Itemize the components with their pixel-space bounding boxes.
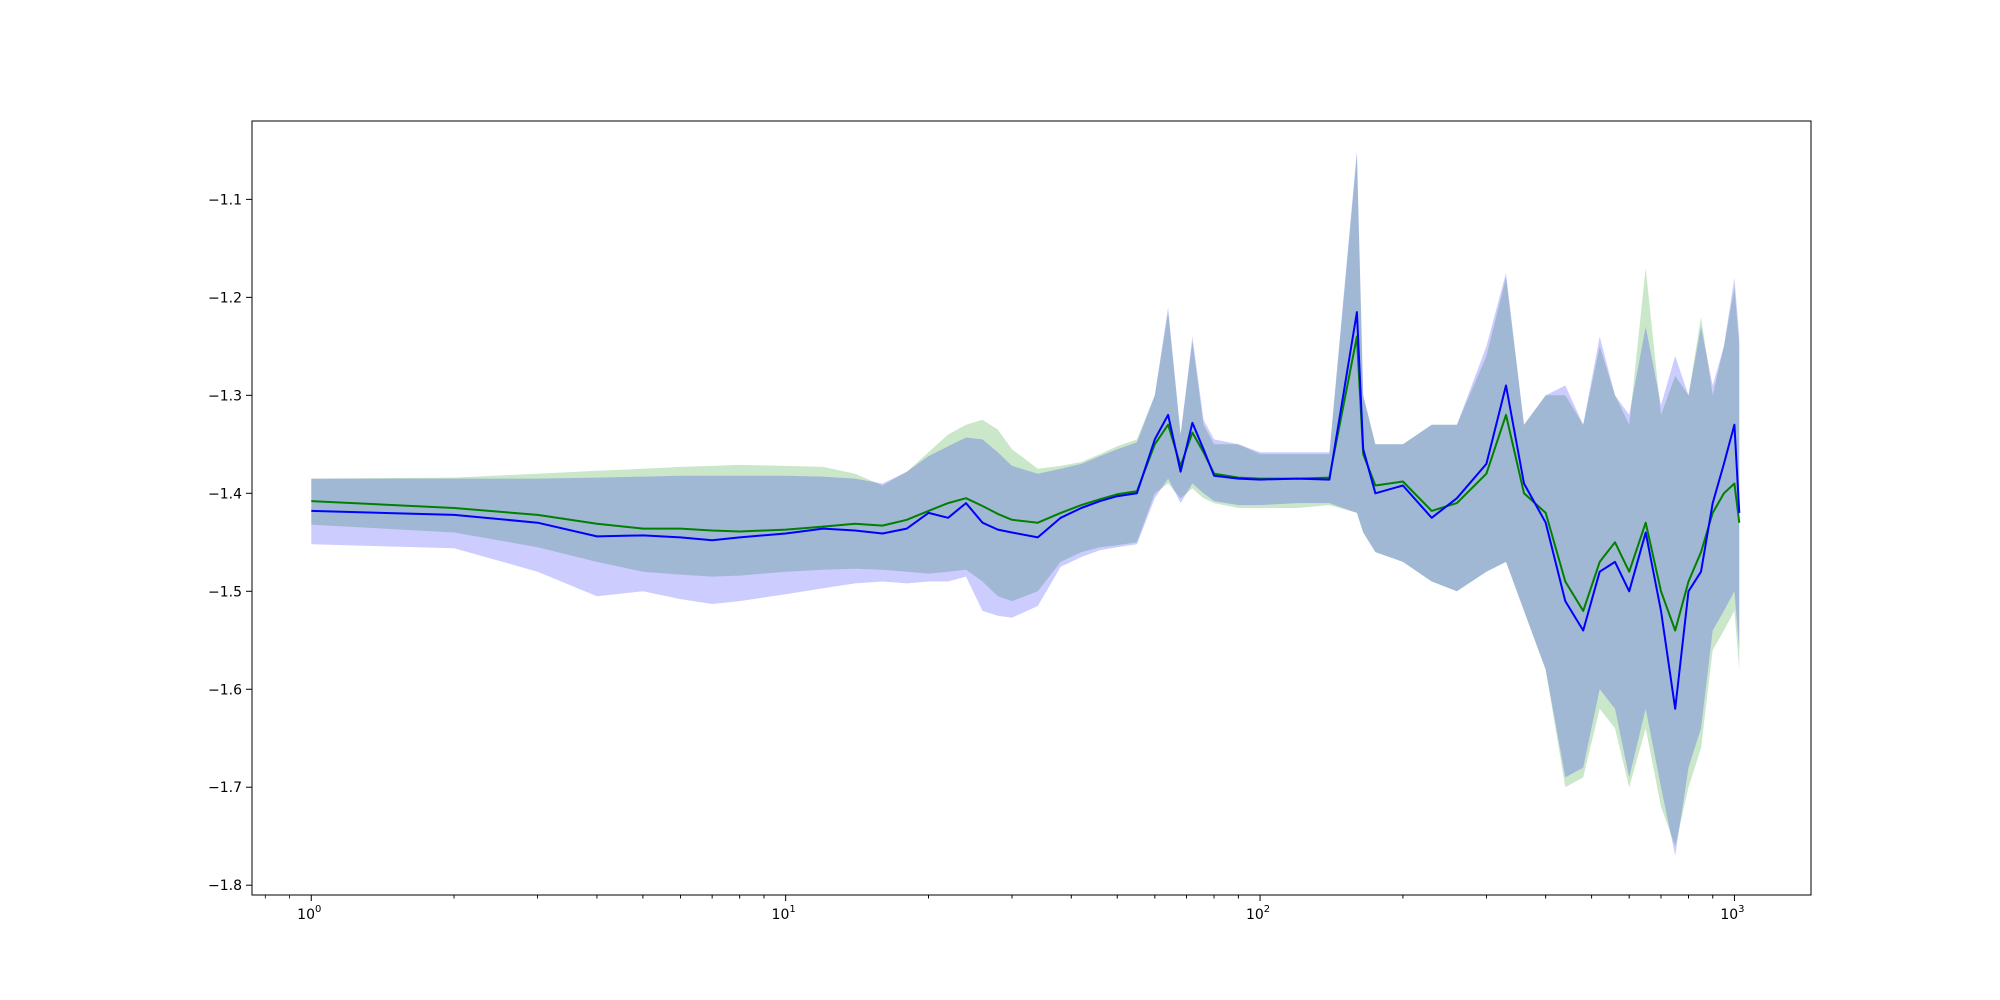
x-tick-label: 100: [297, 904, 321, 923]
plot-frame: [251, 120, 1812, 896]
series-2-band: [311, 150, 1740, 856]
series-1-line: [311, 335, 1741, 632]
series-lines: [311, 311, 1741, 710]
x-tick-label: 103: [1720, 904, 1744, 923]
y-tick-label: −1.7: [208, 780, 242, 796]
y-axis: −1.1 −1.2 −1.3 −1.4 −1.5 −1.6 −1.7 −1.8: [208, 192, 252, 894]
y-tick-label: −1.3: [208, 388, 242, 404]
x-axis: 100 101 102 103: [264, 895, 1745, 923]
y-tick-label: −1.1: [208, 192, 242, 208]
x-tick-label: 102: [1246, 904, 1270, 923]
y-tick-label: −1.5: [208, 584, 242, 600]
y-tick-label: −1.6: [208, 682, 242, 698]
confidence-bands: [311, 150, 1740, 856]
y-tick-label: −1.8: [208, 878, 242, 894]
series-1-band: [311, 155, 1740, 847]
y-tick-label: −1.4: [208, 486, 242, 502]
x-tick-label: 101: [772, 904, 796, 923]
y-tick-label: −1.2: [208, 290, 242, 306]
series-2-line: [311, 311, 1741, 710]
